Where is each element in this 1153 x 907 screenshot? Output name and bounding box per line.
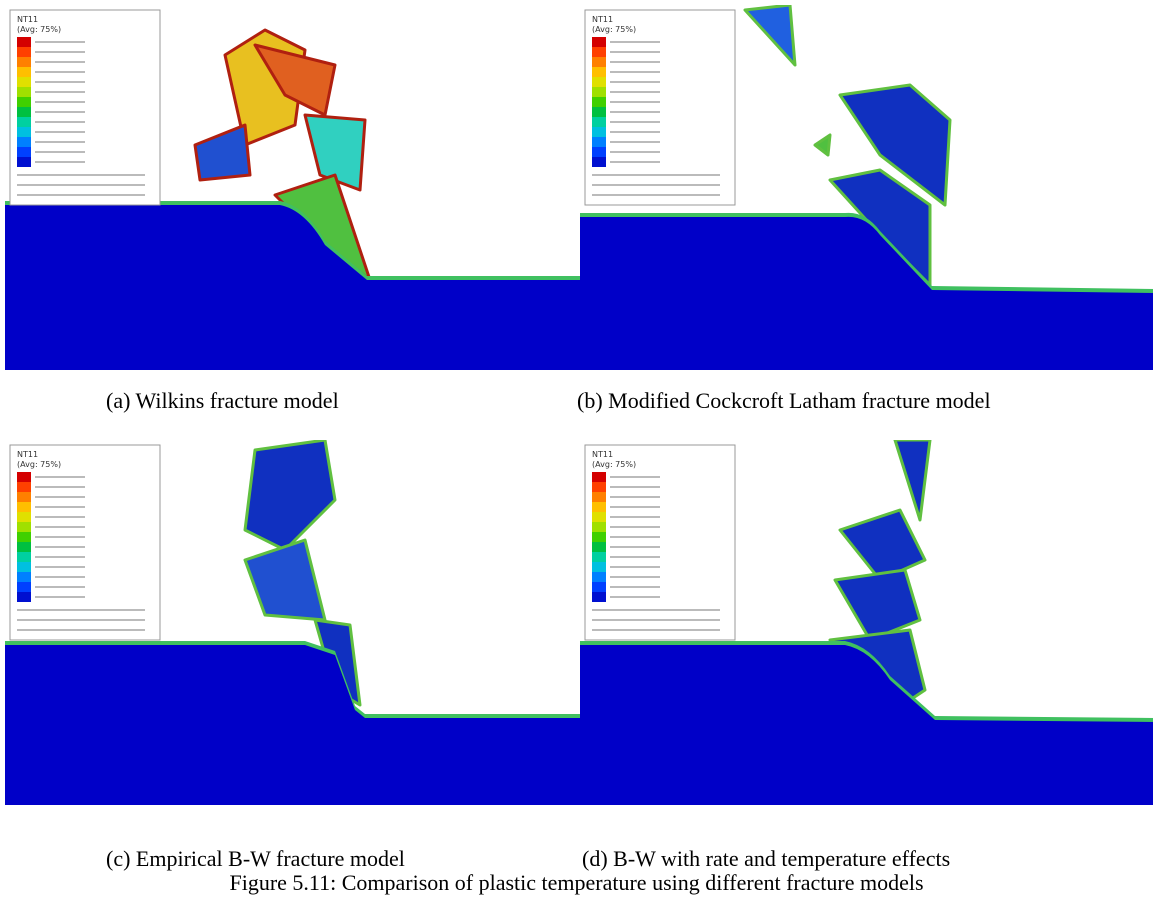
legend-swatch	[17, 532, 31, 542]
legend-swatch	[17, 552, 31, 562]
simulation: NT11(Avg: 75%)	[5, 5, 580, 370]
legend-swatch	[592, 157, 606, 167]
legend-swatch	[592, 482, 606, 492]
legend-swatch	[17, 522, 31, 532]
legend-swatch	[17, 117, 31, 127]
chip	[193, 123, 252, 182]
legend-title: NT11	[17, 15, 38, 24]
panel-c: NT11 (Avg: 75%)	[5, 440, 580, 805]
simulation: NT11(Avg: 75%)	[580, 440, 1153, 805]
legend-swatch	[17, 147, 31, 157]
legend-swatch	[592, 512, 606, 522]
workpiece	[580, 645, 1153, 805]
legend-swatch	[592, 117, 606, 127]
chip	[813, 133, 832, 157]
legend-swatch	[592, 562, 606, 572]
chip	[243, 440, 337, 552]
chip	[743, 5, 797, 67]
legend-swatch	[17, 472, 31, 482]
legend-swatch	[17, 482, 31, 492]
legend: NT11(Avg: 75%)	[584, 9, 736, 206]
legend-swatch	[592, 552, 606, 562]
simulation: NT11(Avg: 75%)	[5, 440, 580, 805]
legend-swatch	[17, 562, 31, 572]
legend-swatch	[17, 67, 31, 77]
legend-swatch	[17, 157, 31, 167]
figure-caption: Figure 5.11: Comparison of plastic tempe…	[229, 870, 924, 895]
workpiece	[5, 205, 580, 370]
legend-swatch	[592, 492, 606, 502]
chip	[303, 113, 367, 192]
caption-c: (c) Empirical B-W fracture model	[106, 846, 405, 871]
legend-swatch	[592, 97, 606, 107]
legend-swatch	[17, 57, 31, 67]
legend-swatch	[592, 137, 606, 147]
legend: NT11(Avg: 75%)	[9, 9, 161, 206]
legend-swatch	[592, 77, 606, 87]
legend-title: NT11	[17, 450, 38, 459]
legend-swatch	[592, 67, 606, 77]
legend-swatch	[592, 502, 606, 512]
legend-swatch	[17, 137, 31, 147]
legend-swatch	[17, 502, 31, 512]
legend-swatch	[17, 77, 31, 87]
legend-swatch	[592, 582, 606, 592]
legend-swatch	[17, 87, 31, 97]
legend-swatch	[17, 592, 31, 602]
caption-a: (a) Wilkins fracture model	[106, 388, 339, 413]
legend-swatch	[592, 522, 606, 532]
legend-swatch	[592, 127, 606, 137]
legend-swatch	[592, 472, 606, 482]
legend-title: NT11	[592, 450, 613, 459]
legend-swatch	[17, 572, 31, 582]
legend-subtitle: (Avg: 75%)	[17, 460, 61, 469]
legend-swatch	[592, 592, 606, 602]
legend-swatch	[592, 147, 606, 157]
legend-subtitle: (Avg: 75%)	[592, 460, 636, 469]
legend-swatch	[592, 57, 606, 67]
legend-swatch	[17, 582, 31, 592]
panel-b: NT11 (Avg: 75%)	[580, 5, 1153, 370]
chip	[838, 83, 952, 207]
legend-swatch	[17, 492, 31, 502]
caption-b: (b) Modified Cockcroft Latham fracture m…	[577, 388, 991, 413]
chip	[833, 568, 922, 642]
legend-swatch	[17, 542, 31, 552]
chip	[893, 440, 932, 522]
legend-swatch	[17, 107, 31, 117]
simulation: NT11(Avg: 75%)	[580, 5, 1153, 370]
workpiece	[580, 216, 1153, 370]
caption-d: (d) B-W with rate and temperature effect…	[582, 846, 951, 871]
panel-d: NT11 (Avg: 75%)	[580, 440, 1153, 805]
legend-subtitle: (Avg: 75%)	[592, 25, 636, 34]
chip	[253, 43, 337, 117]
legend-swatch	[592, 37, 606, 47]
legend-swatch	[592, 47, 606, 57]
legend-swatch	[592, 572, 606, 582]
legend-swatch	[592, 542, 606, 552]
legend-swatch	[592, 87, 606, 97]
legend: NT11(Avg: 75%)	[584, 444, 736, 641]
legend-swatch	[17, 37, 31, 47]
legend-swatch	[592, 107, 606, 117]
legend-title: NT11	[592, 15, 613, 24]
chip	[838, 508, 927, 582]
workpiece	[5, 645, 580, 805]
legend-swatch	[17, 127, 31, 137]
legend-subtitle: (Avg: 75%)	[17, 25, 61, 34]
legend-swatch	[17, 512, 31, 522]
legend: NT11(Avg: 75%)	[9, 444, 161, 641]
panel-a: NT11 (Avg: 75%)	[5, 5, 580, 370]
legend-swatch	[592, 532, 606, 542]
legend-swatch	[17, 47, 31, 57]
legend-swatch	[17, 97, 31, 107]
